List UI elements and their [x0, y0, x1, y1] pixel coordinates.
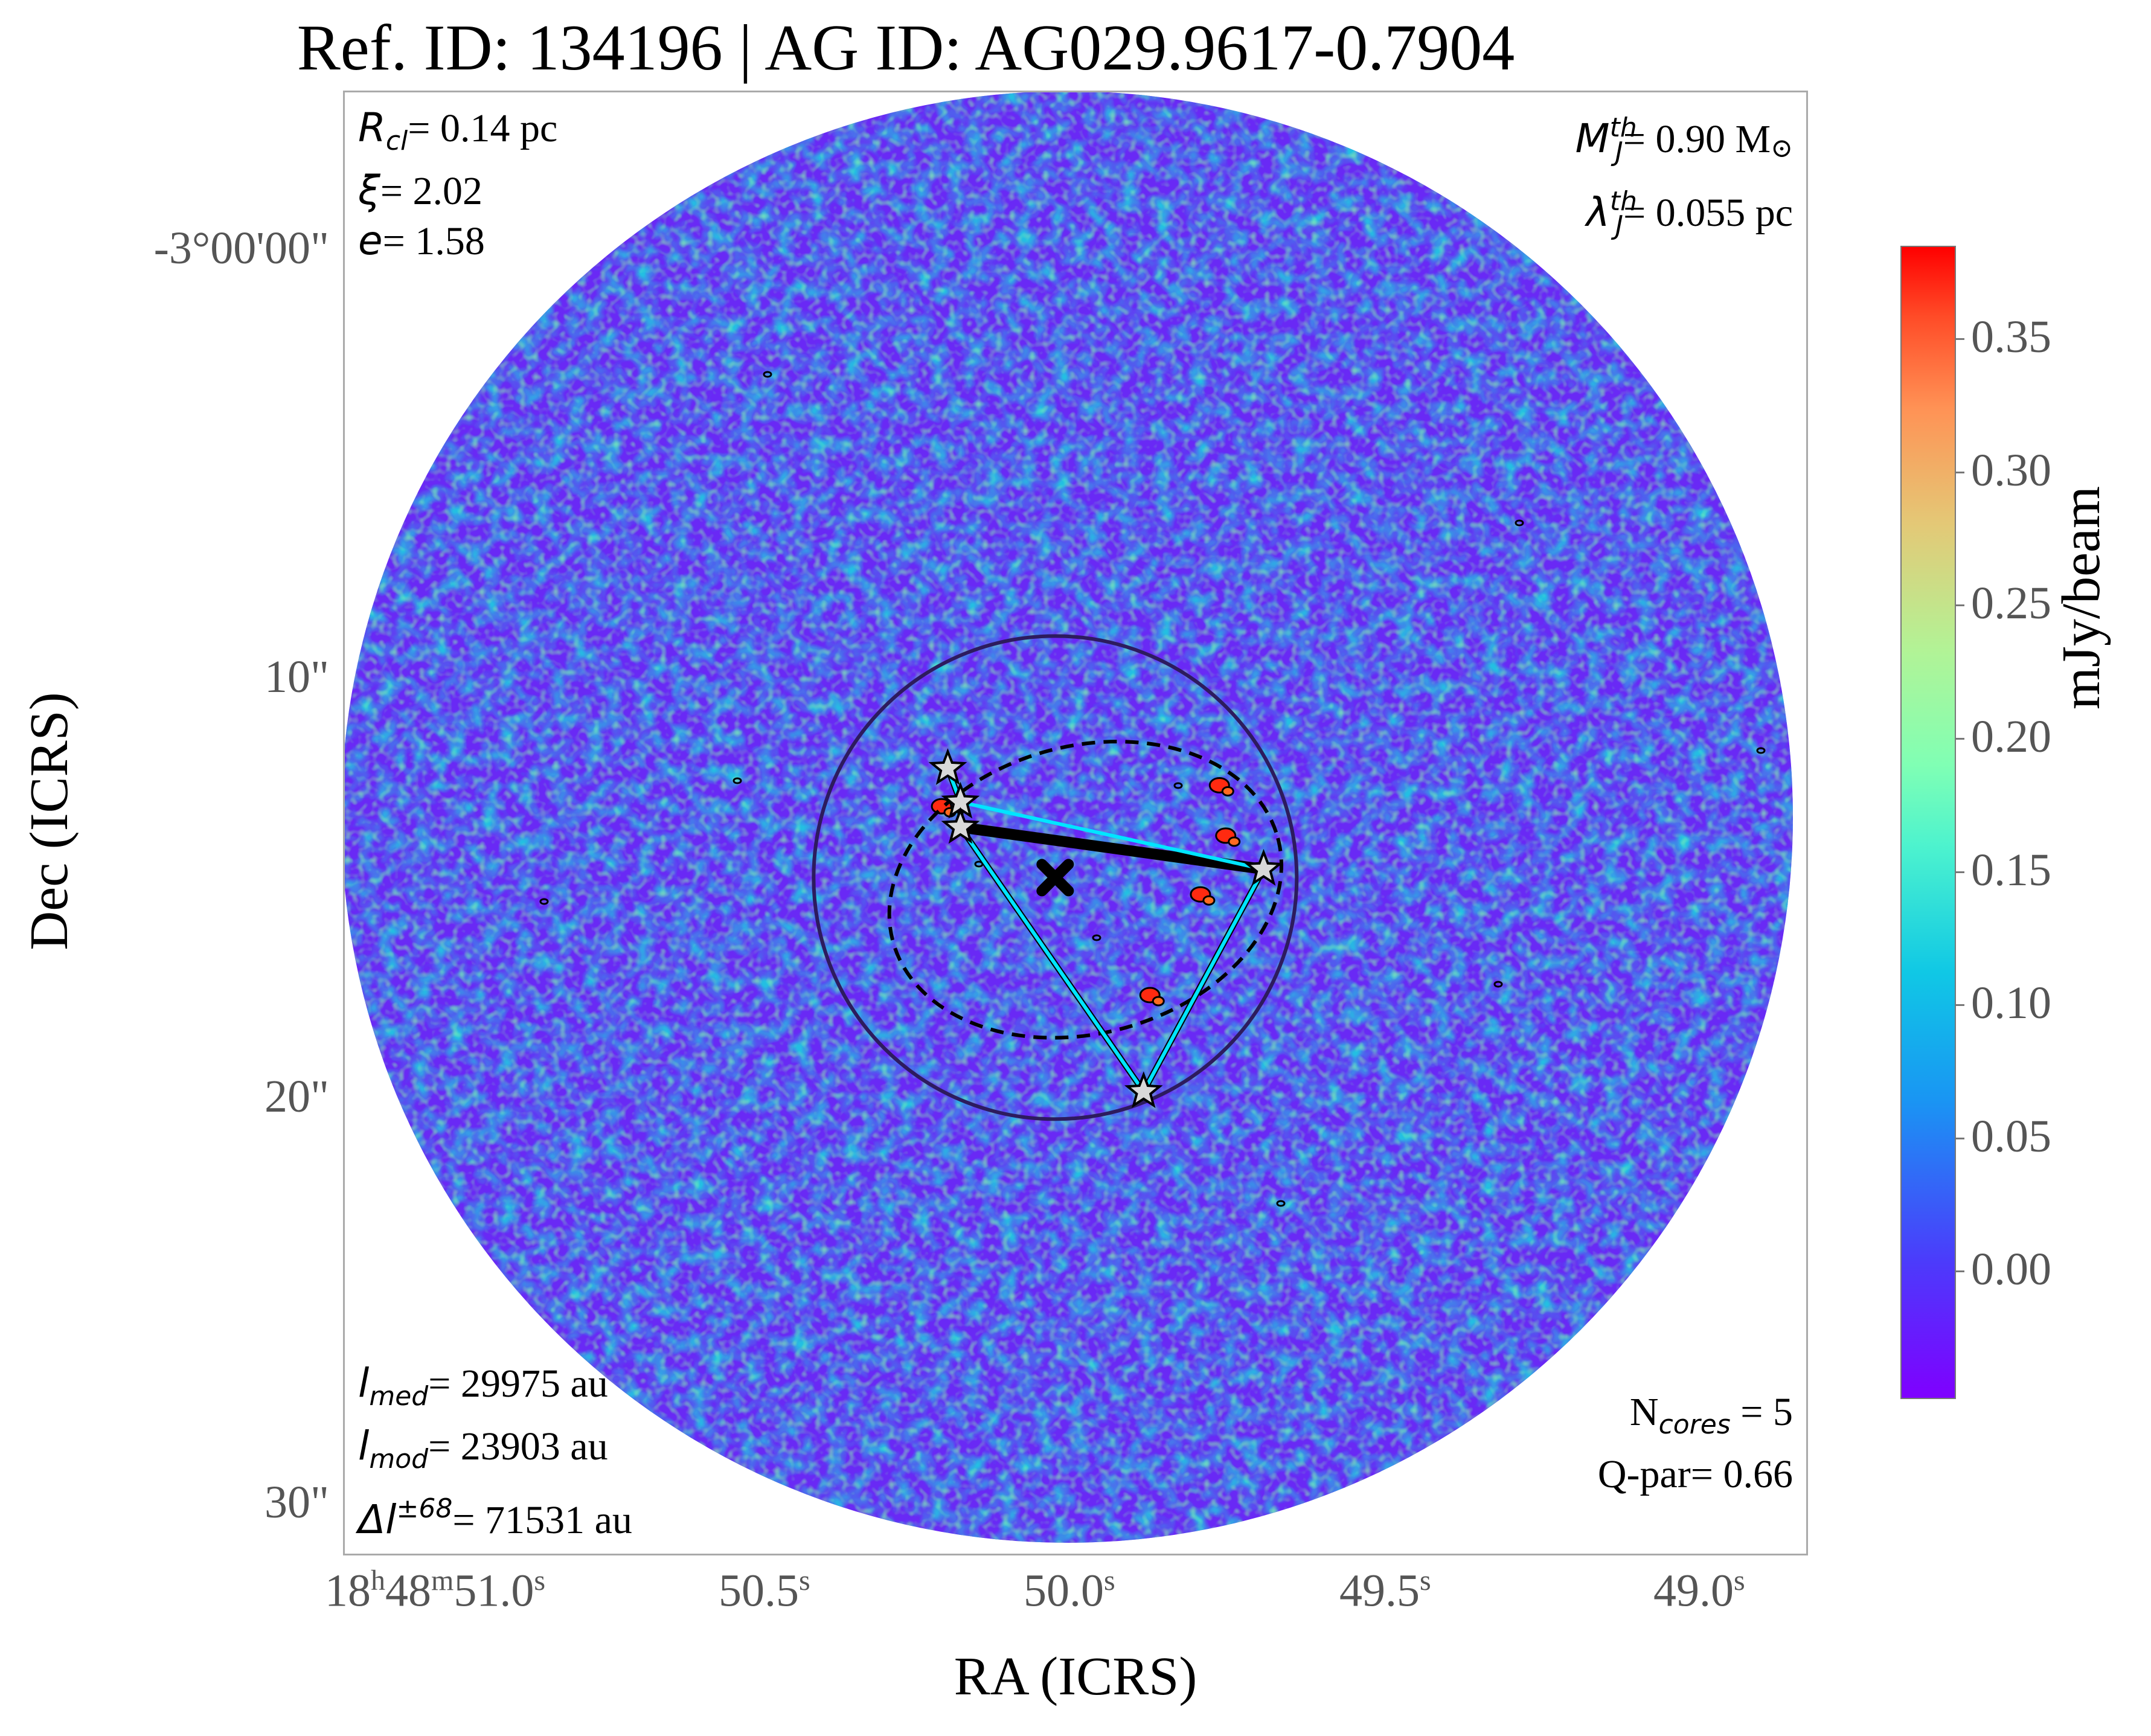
colorbar — [1900, 246, 1956, 1399]
colorbar-tick — [1956, 604, 1964, 607]
colorbar-tick — [1956, 738, 1964, 740]
faint-contour — [1493, 981, 1503, 988]
y-tick-label: 30" — [264, 1477, 329, 1528]
faint-contour — [539, 898, 549, 905]
faint-contour — [1515, 519, 1524, 527]
faint-contour — [763, 371, 772, 378]
y-tick-label: 10" — [264, 652, 329, 702]
annotation-top-left: Rcl= 0.14 pc ξ= 2.02 e= 1.58 — [358, 104, 558, 264]
mst-edge — [960, 800, 1265, 871]
colorbar-tick — [1956, 871, 1964, 873]
core-star-marker — [928, 748, 967, 785]
x-tick-label: 18h48m51.0s — [325, 1565, 546, 1616]
chart-title: Ref. ID: 134196 | AG ID: AG029.9617-0.79… — [297, 12, 1515, 84]
colorbar-label: mJy/beam — [2051, 486, 2111, 709]
mst-edge — [958, 826, 1146, 1093]
colorbar-tick-label: 0.35 — [1971, 312, 2051, 363]
colorbar-tick-label: 0.15 — [1971, 844, 2051, 895]
clump-radius-circle — [812, 634, 1299, 1121]
mst-longest-edge — [955, 822, 1269, 875]
colorbar-tick-label: 0.10 — [1971, 978, 2051, 1029]
core-star-marker — [1244, 848, 1283, 886]
map-plot-area: Rcl= 0.14 pc ξ= 2.02 e= 1.58 MthJ= 0.90 … — [343, 91, 1808, 1555]
core-star-marker — [941, 807, 980, 844]
hotspot-contour — [1202, 895, 1216, 906]
clump-center-marker — [1036, 859, 1074, 897]
colorbar-tick-label: 0.25 — [1971, 578, 2051, 629]
colorbar-tick-label: 0.00 — [1971, 1244, 2051, 1295]
faint-contour — [732, 777, 742, 784]
colorbar-tick-label: 0.30 — [1971, 444, 2051, 496]
annotation-bottom-left: lmed= 29975 au lmod= 23903 au Δl±68= 715… — [358, 1360, 632, 1543]
y-tick-label: 20" — [264, 1071, 329, 1122]
faint-contour — [1092, 934, 1101, 941]
faint-contour — [1173, 782, 1183, 789]
y-tick-label: -3°00'00" — [153, 223, 329, 274]
colorbar-tick — [1956, 338, 1964, 341]
x-tick-label: 50.5s — [719, 1565, 810, 1616]
colorbar-tick — [1956, 471, 1964, 473]
y-axis-label: Dec (ICRS) — [19, 692, 79, 950]
colorbar-tick — [1956, 1004, 1964, 1007]
annotation-top-right: MthJ= 0.90 M⊙ λthJ= 0.055 pc — [1575, 112, 1793, 241]
faint-contour — [1756, 747, 1766, 754]
emission-map — [345, 92, 1793, 1543]
core-star-marker — [1124, 1071, 1163, 1109]
x-tick-label: 49.5s — [1339, 1565, 1431, 1616]
x-tick-label: 50.0s — [1024, 1565, 1115, 1616]
faint-contour — [1276, 1200, 1286, 1207]
hotspot-contour — [1152, 996, 1165, 1007]
annotation-bottom-right: Ncores = 5 Q-par= 0.66 — [1597, 1390, 1793, 1496]
mst-edge — [1142, 868, 1266, 1093]
core-distribution-ellipse — [887, 740, 1283, 1040]
colorbar-tick-label: 0.05 — [1971, 1110, 2051, 1162]
x-axis-label: RA (ICRS) — [954, 1647, 1197, 1706]
colorbar-tick — [1956, 1137, 1964, 1139]
hotspot-contour — [1228, 836, 1241, 847]
colorbar-tick-label: 0.20 — [1971, 711, 2051, 763]
hotspot-contour — [1221, 786, 1234, 796]
colorbar-tick — [1956, 1270, 1964, 1273]
x-tick-label: 49.0s — [1653, 1565, 1745, 1616]
